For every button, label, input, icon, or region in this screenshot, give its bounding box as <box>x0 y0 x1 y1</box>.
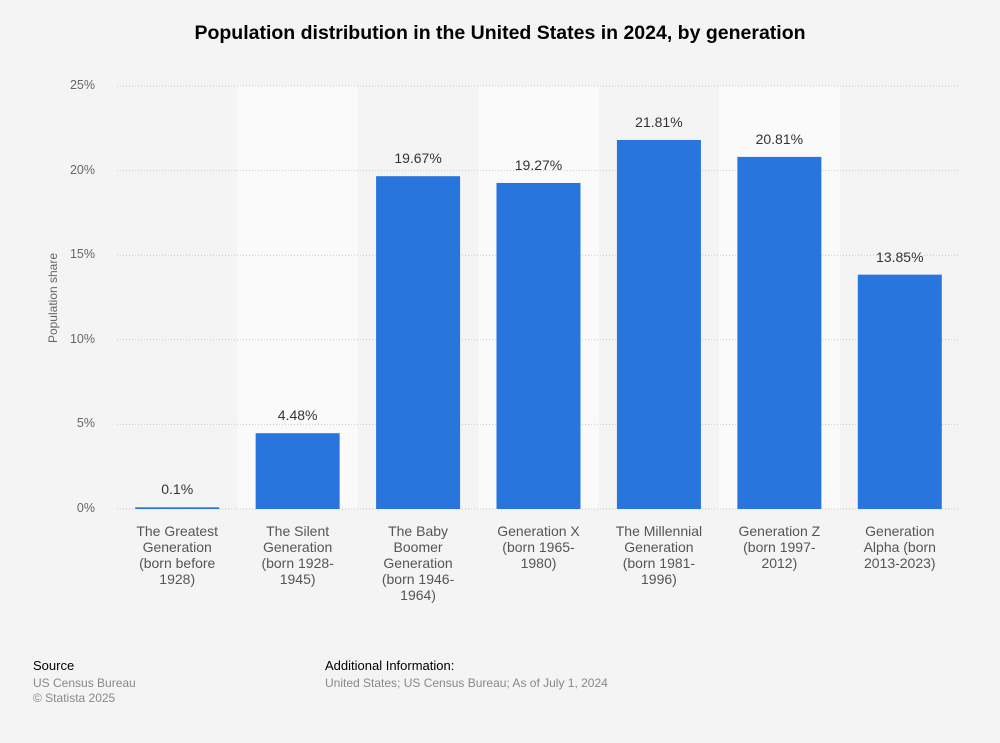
data-label: 13.85% <box>876 248 924 265</box>
chart-title: Population distribution in the United St… <box>194 22 806 44</box>
bar <box>737 156 822 509</box>
bar <box>255 433 340 509</box>
x-tick-label: The Millennial Generation (born 1981- 19… <box>615 523 703 587</box>
y-axis-label: Population share <box>46 252 60 344</box>
y-tick-label: 0% <box>76 501 95 515</box>
y-tick-label: 5% <box>76 416 95 431</box>
bar <box>857 274 942 509</box>
x-tick-label: The Baby Boomer Generation (born 1946- 1… <box>381 523 455 603</box>
bar <box>376 176 461 509</box>
x-tick-label: The Silent Generation (born 1928- 1945) <box>261 523 334 587</box>
data-label: 4.48% <box>277 407 318 424</box>
bar <box>135 507 220 509</box>
source-heading: Source <box>33 658 75 673</box>
x-tick-label: Generation Alpha (born 2013-2023) <box>863 523 936 571</box>
y-tick-label: 20% <box>69 162 95 177</box>
y-tick-label: 25% <box>69 78 95 92</box>
x-tick-label: Generation Z (born 1997- 2012) <box>738 523 821 571</box>
x-tick-label: Generation X (born 1965- 1980) <box>497 523 580 571</box>
data-label: 20.81% <box>755 130 804 147</box>
bar <box>616 139 701 509</box>
additional-info-text: United States; US Census Bureau; As of J… <box>325 676 608 690</box>
data-label: 0.1% <box>161 481 194 498</box>
copyright: © Statista 2025 <box>33 691 116 705</box>
data-label: 19.67% <box>394 150 442 167</box>
y-tick-label: 15% <box>69 247 95 262</box>
x-tick-label: The Greatest Generation (born before 192… <box>136 523 219 587</box>
data-label: 19.27% <box>514 156 563 173</box>
bar <box>496 182 581 509</box>
additional-info-heading: Additional Information: <box>325 658 455 673</box>
data-label: 21.81% <box>635 113 683 130</box>
source-text[interactable]: US Census Bureau <box>33 676 136 690</box>
y-tick-label: 10% <box>69 331 95 346</box>
